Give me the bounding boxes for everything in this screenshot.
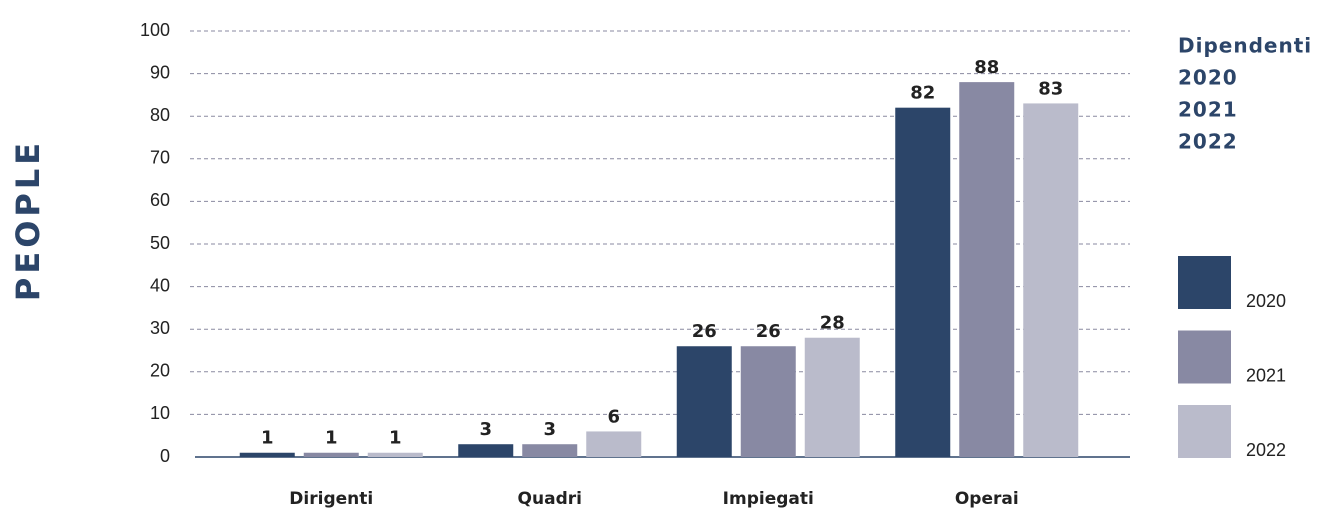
value-label: 88 xyxy=(974,57,999,78)
bar xyxy=(895,107,951,458)
side-year: 2021 xyxy=(1178,98,1238,122)
bar xyxy=(676,346,732,457)
value-label: 3 xyxy=(543,419,556,440)
bar xyxy=(1023,103,1079,458)
x-tick-label: Operai xyxy=(955,489,1019,509)
value-label: 3 xyxy=(479,419,492,440)
bar xyxy=(586,431,642,457)
bar xyxy=(367,452,423,457)
side-year: 2020 xyxy=(1178,66,1238,90)
y-tick-label: 10 xyxy=(150,403,170,423)
x-tick-label: Impiegati xyxy=(723,489,814,509)
bar xyxy=(303,452,359,457)
value-label: 82 xyxy=(910,83,935,104)
bar xyxy=(959,82,1015,458)
legend-swatch xyxy=(1178,330,1231,384)
y-axis-label: PEOPLE xyxy=(9,139,47,301)
value-label: 6 xyxy=(607,406,620,427)
y-tick-label: 80 xyxy=(150,105,170,125)
value-label: 83 xyxy=(1038,78,1063,99)
legend-label: 2020 xyxy=(1246,291,1286,311)
y-tick-label: 20 xyxy=(150,361,170,381)
y-tick-label: 50 xyxy=(150,233,170,253)
y-tick-label: 70 xyxy=(150,148,170,168)
value-label: 26 xyxy=(756,321,781,342)
value-label: 1 xyxy=(261,428,274,449)
value-label: 1 xyxy=(389,428,402,449)
y-tick-label: 30 xyxy=(150,318,170,338)
x-tick-label: Dirigenti xyxy=(289,489,373,509)
y-tick-label: 40 xyxy=(150,275,170,295)
value-label: 26 xyxy=(692,321,717,342)
legend-swatch xyxy=(1178,256,1231,309)
bar xyxy=(740,346,796,457)
bar xyxy=(458,444,514,457)
legend-label: 2022 xyxy=(1246,440,1286,460)
legend-swatch xyxy=(1178,405,1231,458)
bar xyxy=(522,444,578,457)
y-tick-label: 100 xyxy=(140,20,170,40)
bar xyxy=(804,337,860,457)
y-tick-label: 90 xyxy=(150,62,170,82)
y-tick-label: 0 xyxy=(160,446,170,466)
bar xyxy=(239,452,295,457)
value-label: 28 xyxy=(820,313,845,334)
y-tick-label: 60 xyxy=(150,190,170,210)
x-tick-label: Quadri xyxy=(518,489,582,509)
value-label: 1 xyxy=(325,428,338,449)
side-year: 2022 xyxy=(1178,130,1238,154)
legend-label: 2021 xyxy=(1246,365,1286,385)
side-title: Dipendenti xyxy=(1178,34,1312,58)
